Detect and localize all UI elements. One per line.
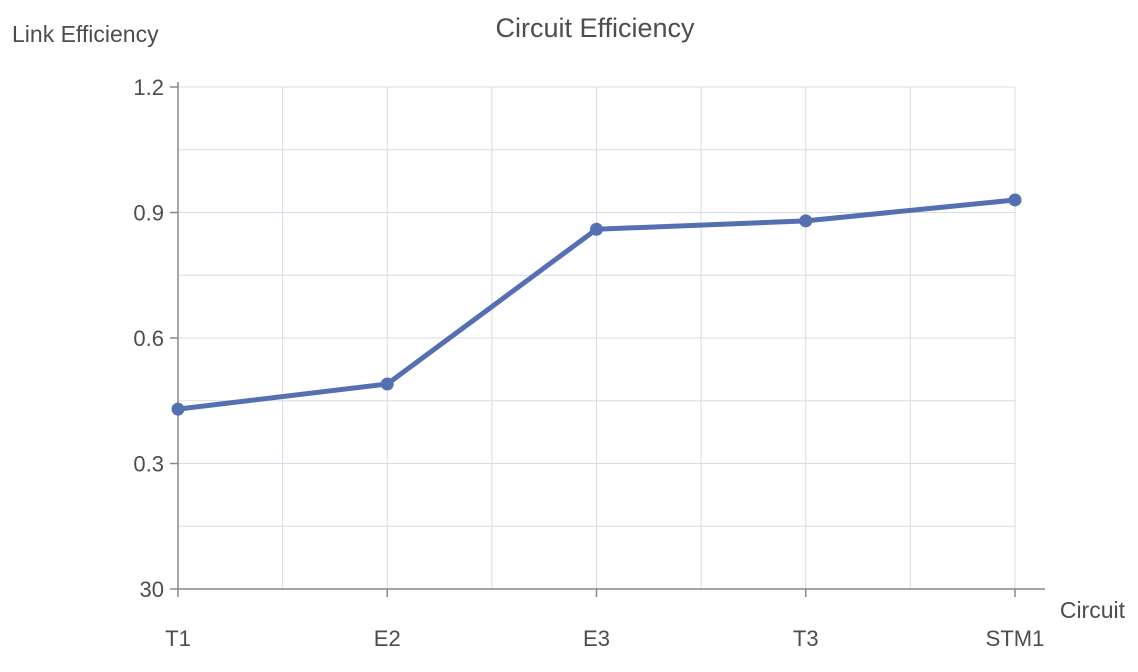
x-tick-label: E3 — [583, 626, 610, 651]
y-tick-label: 0.6 — [133, 326, 164, 351]
y-tick-label: 1.2 — [133, 75, 164, 100]
data-point — [590, 222, 603, 236]
data-point — [380, 377, 394, 391]
x-tick-label: STM1 — [986, 626, 1045, 651]
y-tick-label: 0.3 — [133, 452, 164, 477]
data-point — [799, 214, 813, 228]
tick-labels: 30 0.3 0.6 0.9 1.2 T1 E2 E3 T3 STM1 — [133, 75, 1044, 651]
gridlines — [178, 86, 1016, 589]
y-axis-label: Link Efficiency — [12, 21, 159, 47]
y-tick-label: 30 — [140, 577, 164, 602]
x-axis-label: Circuit — [1060, 597, 1126, 623]
data-point — [1008, 193, 1022, 207]
axes — [170, 82, 1045, 597]
x-tick-label: E2 — [374, 626, 401, 651]
chart-title: Circuit Efficiency — [495, 13, 695, 43]
y-tick-label: 0.9 — [133, 201, 164, 226]
x-tick-label: T3 — [793, 626, 819, 651]
data-point — [171, 402, 185, 416]
series — [171, 193, 1022, 416]
x-tick-label: T1 — [165, 626, 191, 651]
